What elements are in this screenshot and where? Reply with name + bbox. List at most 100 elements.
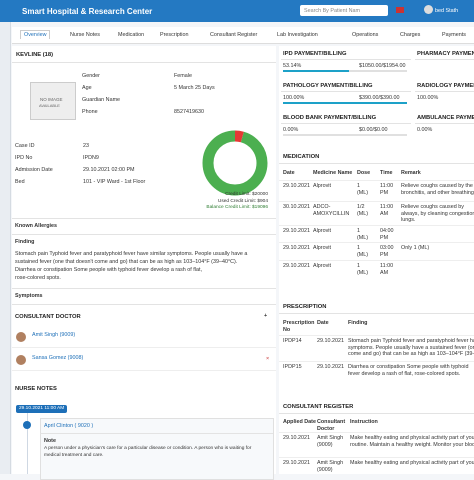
- divider: [279, 201, 474, 202]
- table-cell: Stomach pain Typhoid fever and paratypho…: [348, 338, 474, 344]
- table-header: Applied Date: [283, 419, 316, 425]
- search-box[interactable]: [300, 5, 388, 16]
- tab[interactable]: Prescription: [160, 32, 189, 38]
- image-text: AVAILABLE: [39, 103, 60, 108]
- table-cell: 1/2: [357, 204, 365, 210]
- table-cell: 11:00: [380, 204, 394, 210]
- table-cell: Amit Singh: [317, 460, 344, 466]
- table-cell: 30.10.2021: [283, 204, 310, 210]
- table-cell: PM: [380, 251, 389, 258]
- table-cell: PM: [380, 189, 389, 196]
- image-placeholder: [30, 82, 76, 120]
- section-title: Finding: [15, 239, 35, 245]
- tab[interactable]: Consultant Register: [210, 32, 258, 38]
- billing-title: BLOOD BANK PAYMENT/BILLING: [283, 115, 377, 121]
- patient-name: KEVLINE (18): [16, 52, 54, 58]
- divider: [281, 59, 411, 60]
- doctor-avatar: [16, 332, 26, 342]
- field-label: Guardian Name: [82, 97, 121, 103]
- divider: [281, 91, 411, 92]
- divider: [12, 288, 276, 289]
- field-value: IPDN9: [83, 155, 99, 161]
- table-cell: (ML): [357, 210, 369, 217]
- table-cell: routine. Maintain a healthy weight. Moni…: [350, 441, 474, 448]
- note-text: medical treatment and care.: [44, 452, 104, 458]
- progress-track: [283, 134, 407, 136]
- app-title: Smart Hospital & Research Center: [22, 7, 153, 16]
- doctor-name[interactable]: Amit Singh (9009): [32, 332, 76, 338]
- credit-line: Balance Credit Limit: $19096: [206, 205, 268, 210]
- table-cell: 29.10.2021: [317, 364, 344, 370]
- table-cell: Alprovit: [313, 245, 331, 251]
- doctor-name[interactable]: Sansa Gomez (9008): [32, 355, 84, 361]
- divider: [12, 347, 276, 348]
- add-icon: +: [264, 313, 268, 319]
- section-title: MEDICATION: [283, 154, 320, 160]
- table-cell: 03:00: [380, 245, 394, 251]
- divider: [12, 234, 276, 235]
- divider: [279, 335, 474, 336]
- divider: [12, 218, 276, 219]
- table-cell: 29.10.2021: [283, 245, 310, 251]
- billing-percent: 0.00%: [417, 127, 433, 133]
- table-cell: IPDP14: [283, 338, 302, 344]
- billing-amount: $390.00/$390.00: [359, 95, 400, 101]
- tab[interactable]: Payments: [442, 32, 466, 38]
- finding-text: Diarrhea or constipation Some people wit…: [15, 267, 202, 273]
- progress-bar: [283, 102, 407, 104]
- delete-icon: ×: [266, 356, 270, 362]
- divider: [12, 304, 276, 305]
- table-cell: lungs.: [401, 217, 416, 223]
- billing-percent: 100.00%: [417, 95, 439, 101]
- table-cell: 1: [357, 263, 360, 269]
- table-cell: Amit Singh: [317, 435, 344, 441]
- table-cell: (9009): [317, 441, 333, 448]
- divider: [279, 225, 474, 226]
- table-cell: IPDP15: [283, 364, 302, 370]
- table-cell: 11:00: [380, 183, 394, 189]
- tab[interactable]: Operations: [352, 32, 379, 38]
- table-header: Dose: [357, 170, 371, 176]
- table-cell: AMOXYCILLIN: [313, 210, 350, 217]
- table-header: Medicine Name: [313, 170, 353, 176]
- divider: [12, 370, 276, 371]
- table-header: Consultant: [317, 419, 346, 425]
- image-text: NO IMAGE: [40, 97, 63, 102]
- tab[interactable]: Lab Investigation: [277, 32, 318, 38]
- table-header: Remark: [401, 170, 421, 176]
- table-header: Date: [283, 170, 295, 176]
- field-value: 29.10.2021 02:00 PM: [83, 167, 135, 173]
- top-bar: Smart Hospital & Research Center Search B…: [0, 0, 474, 22]
- table-header: Doctor: [317, 425, 335, 432]
- table-cell: 04:00: [380, 228, 394, 234]
- field-value: 23: [83, 143, 89, 149]
- progress-bar: [283, 70, 349, 72]
- avatar[interactable]: [424, 5, 433, 14]
- tab[interactable]: Medication: [118, 32, 145, 38]
- section-title: CONSULTANT DOCTOR: [15, 314, 81, 320]
- table-cell: Diarrhea or constipation Some people wit…: [348, 364, 469, 370]
- billing-title: RADIOLOGY PAYMENT: [417, 83, 474, 89]
- divider: [12, 62, 276, 63]
- table-cell: (ML): [357, 189, 369, 196]
- note-date: 29.10.2021 11:00 AM: [16, 405, 68, 414]
- billing-amount: $0.00/$0.00: [359, 127, 388, 133]
- table-cell: PM: [380, 234, 389, 241]
- billing-title: AMBULANCE PAYMENT: [417, 115, 474, 121]
- table-header: Instruction: [350, 419, 378, 425]
- table-header: Prescription: [283, 320, 315, 326]
- table-cell: (ML): [357, 251, 369, 258]
- left-panel: KEVLINE (18) NO IMAGE AVAILABLE Gender Femal…: [12, 46, 276, 480]
- donut-label: 95.46%: [226, 157, 243, 163]
- table-cell: 1: [357, 228, 360, 234]
- table-cell: fever develop a rash of flat, rose-color…: [348, 370, 461, 377]
- divider: [279, 432, 474, 433]
- flag[interactable]: [396, 7, 404, 13]
- tab[interactable]: Nurse Notes: [70, 32, 100, 38]
- tab[interactable]: Overview: [20, 30, 51, 40]
- billing-title: PATHOLOGY PAYMENT/BILLING: [283, 83, 373, 89]
- donut-segment: [202, 130, 268, 196]
- table-cell: (ML): [357, 269, 369, 276]
- field-label: Case ID: [15, 143, 35, 149]
- tab[interactable]: Charges: [400, 32, 421, 38]
